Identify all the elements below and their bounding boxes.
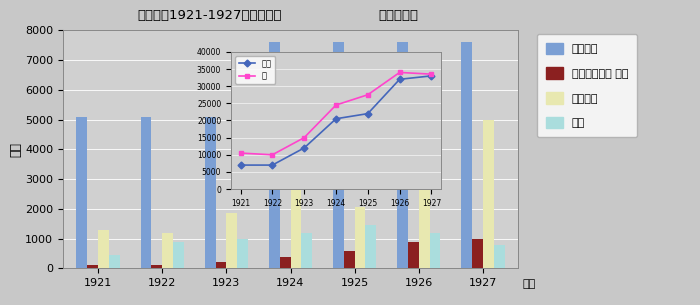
Bar [279,257,290,268]
Bar [109,255,120,268]
存款 [268,163,277,167]
放 [332,103,340,107]
Bar [204,117,216,268]
Bar [173,242,184,268]
Bar [344,251,355,268]
放 [268,153,277,157]
Bar [419,167,430,268]
Bar [430,233,440,268]
Bar [226,214,237,268]
Bar [332,42,344,268]
Legend: 存款, 放: 存款, 放 [235,56,275,84]
Bar [355,207,365,268]
放 [300,136,309,139]
存款 [363,112,372,115]
Text: 单位：千元: 单位：千元 [378,9,418,22]
Line: 存款: 存款 [238,74,434,167]
存款 [395,77,404,81]
Bar [216,262,226,268]
Bar [151,265,162,268]
Text: 中南银行1921-1927年经营情况: 中南银行1921-1927年经营情况 [138,9,282,22]
Bar [494,245,505,268]
Bar [98,230,109,268]
Bar [408,242,419,268]
Bar [461,42,472,268]
Bar [141,117,151,268]
Bar [397,42,408,268]
Bar [290,175,302,268]
Bar [76,117,88,268]
放 [395,70,404,74]
Bar [88,265,98,268]
Bar [302,233,312,268]
Bar [472,239,483,268]
存款 [300,146,309,150]
存款 [237,163,245,167]
Y-axis label: 数据: 数据 [9,142,22,157]
存款 [332,117,340,120]
放 [237,151,245,155]
放 [363,93,372,97]
存款 [427,74,435,78]
放 [427,72,435,76]
Text: 年份: 年份 [522,279,536,289]
Bar [237,239,248,268]
Bar [483,120,493,268]
Legend: 实收资本, 公积金及盈余 滚存, 有价证券, 盈余: 实收资本, 公积金及盈余 滚存, 有价证券, 盈余 [537,34,637,137]
Bar [365,225,377,268]
Bar [269,42,279,268]
Line: 放: 放 [238,70,434,157]
Bar [162,233,173,268]
